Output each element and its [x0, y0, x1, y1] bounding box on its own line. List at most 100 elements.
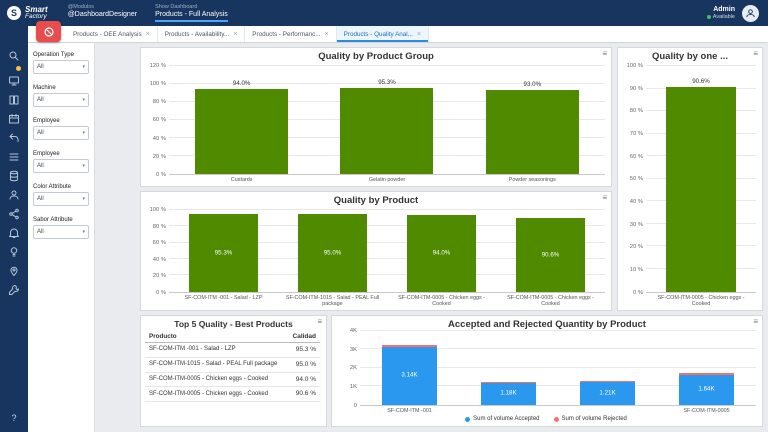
rejected-bar-segment: [679, 373, 734, 375]
app-logo[interactable]: S Smart Factory: [0, 5, 48, 21]
pin-icon[interactable]: [8, 265, 20, 277]
panel-title: Quality by one ...: [651, 51, 728, 62]
tab-close-icon[interactable]: ×: [145, 30, 150, 38]
chart-menu-icon[interactable]: ≡: [602, 49, 607, 58]
bar-value-label: 3.14K: [401, 371, 418, 379]
legend-item[interactable]: Sum of volume Rejected: [553, 416, 627, 422]
nav-show-dashboard[interactable]: Show Dashboard Products - Full Analysis: [155, 4, 228, 23]
bar-slot: 95.0%: [278, 210, 387, 292]
x-axis-label: SF-COM-ITM-0005 - Chicken eggs - Cooked: [657, 294, 745, 307]
clear-filters-button[interactable]: [36, 21, 61, 42]
bar[interactable]: 95.3%: [340, 79, 434, 174]
filter-select-5[interactable]: All ▾: [33, 225, 89, 239]
y-tick-label: 80 %: [152, 223, 166, 230]
y-tick-label: 70 %: [629, 130, 643, 137]
legend-dot-icon: [465, 416, 471, 422]
y-tick-label: 80 %: [152, 99, 166, 106]
bar[interactable]: 90.6%: [665, 78, 737, 292]
filter-value: All: [37, 130, 44, 136]
gridline: [169, 241, 605, 243]
table-header[interactable]: Producto: [145, 331, 288, 343]
gridline: [169, 257, 605, 259]
user-area: Admin Available: [706, 4, 768, 22]
bar[interactable]: 93.0%: [485, 81, 579, 174]
legend-item[interactable]: Sum of volume Accepted: [465, 416, 540, 422]
x-axis-label: SF-COM-ITM-0005 - Chicken eggs - Cooked: [398, 294, 485, 307]
tab-label: Products - Performanc...: [252, 30, 321, 38]
bar[interactable]: 95.0%: [297, 214, 368, 292]
database-icon[interactable]: [8, 170, 20, 182]
y-tick-label: 3K: [349, 346, 357, 353]
chart-menu-icon[interactable]: ≡: [753, 49, 758, 58]
chart-menu-icon[interactable]: ≡: [602, 193, 607, 202]
avatar[interactable]: [742, 4, 759, 22]
table-row[interactable]: SF-COM-ITM-0005 - Chicken eggs - Cooked 9…: [145, 386, 320, 403]
chart-menu-icon[interactable]: ≡: [317, 317, 322, 326]
monitor-icon[interactable]: [8, 75, 20, 87]
user-status: Available: [706, 14, 735, 20]
y-tick-label: 90 %: [629, 85, 643, 92]
bar-value-label: 95.0%: [323, 249, 342, 257]
filter-select-4[interactable]: All ▾: [33, 192, 89, 206]
bar[interactable]: 1.21K: [580, 381, 635, 405]
filter-value: All: [37, 64, 44, 70]
filter-label: Employee: [33, 118, 60, 124]
filter-select-1[interactable]: All ▾: [33, 93, 89, 107]
search-icon[interactable]: [8, 50, 20, 62]
bar[interactable]: 94.0%: [406, 214, 477, 292]
bar[interactable]: 90.6%: [515, 217, 586, 292]
chart-menu-icon[interactable]: ≡: [753, 317, 758, 326]
bulb-icon[interactable]: [8, 246, 20, 258]
filter-select-3[interactable]: All ▾: [33, 159, 89, 173]
plot-area: 94.0% 95.3% 93.0%: [169, 65, 605, 175]
wrench-icon[interactable]: [8, 284, 20, 296]
share-icon[interactable]: [8, 208, 20, 220]
x-axis-label: SF-COM-ITM -001 - Salad - LZP: [184, 294, 263, 301]
tab-close-icon[interactable]: ×: [416, 30, 422, 38]
table-header[interactable]: Calidad: [287, 331, 320, 343]
table-row[interactable]: SF-COM-ITM-0005 - Chicken eggs - Cooked 9…: [145, 372, 320, 388]
bar[interactable]: 94.0%: [195, 80, 289, 174]
tab-1[interactable]: Products - Availability... ×: [158, 26, 246, 42]
bell-icon[interactable]: [8, 227, 20, 239]
bar-chart-accepted-rejected: 0 1K 2K 3K 4K 3.14K 1.18K 1.21K 1.64K SF-COM-ITM …: [336, 328, 756, 423]
bar[interactable]: 1.64K: [679, 373, 734, 405]
x-axis: SF-COM-ITM -001 SF-COM-ITM-0005: [360, 406, 756, 414]
tab-label: Products - Availability...: [164, 30, 230, 38]
y-tick-label: 4K: [349, 328, 357, 334]
y-tick-label: 60 %: [152, 117, 166, 124]
tab-close-icon[interactable]: ×: [324, 30, 329, 38]
user-icon[interactable]: [8, 189, 20, 201]
filter-group-4: Color Attribute All ▾: [33, 184, 89, 206]
filter-select-2[interactable]: All ▾: [33, 126, 89, 140]
y-tick-label: 0 %: [633, 289, 643, 296]
chart-legend: Sum of volume Accepted Sum of volume Reje…: [336, 414, 756, 423]
filter-select-0[interactable]: All ▾: [33, 60, 89, 74]
logo-icon: S: [7, 6, 21, 20]
tab-2[interactable]: Products - Performanc... ×: [245, 26, 337, 42]
gridline: [360, 366, 756, 368]
nav-dashboard-designer[interactable]: @Modulos @DashboardDesigner: [68, 4, 137, 23]
book-icon[interactable]: [8, 94, 20, 106]
tab-0[interactable]: Products - OEE Analysis ×: [66, 26, 158, 42]
gridline: [169, 274, 605, 276]
y-tick-label: 60 %: [629, 153, 643, 160]
top5-quality-table: Producto Calidad SF-COM-ITM -001 - Salad -…: [145, 331, 320, 423]
table-row[interactable]: SF-COM-ITM-1015 - Salad - PEAL Full pack…: [145, 357, 320, 373]
gridline: [169, 65, 605, 66]
bar[interactable]: 95.3%: [188, 213, 259, 292]
chevron-down-icon: ▾: [82, 64, 85, 70]
bar[interactable]: 3.14K: [382, 345, 437, 405]
reply-icon[interactable]: [8, 132, 20, 144]
help-button[interactable]: ?: [11, 413, 17, 423]
tab-close-icon[interactable]: ×: [233, 30, 238, 38]
list-icon[interactable]: [8, 151, 20, 163]
tab-3[interactable]: Products - Quality Anal... ×: [336, 26, 430, 42]
bar-slot: 1.64K: [657, 331, 756, 405]
calendar-icon[interactable]: [8, 113, 20, 125]
nav-label: Products - Full Analysis: [155, 10, 228, 23]
bar[interactable]: 1.18K: [481, 381, 536, 405]
table-row[interactable]: SF-COM-ITM -001 - Salad - LZP 95.3 %: [145, 342, 320, 358]
user-icon: [746, 8, 755, 17]
